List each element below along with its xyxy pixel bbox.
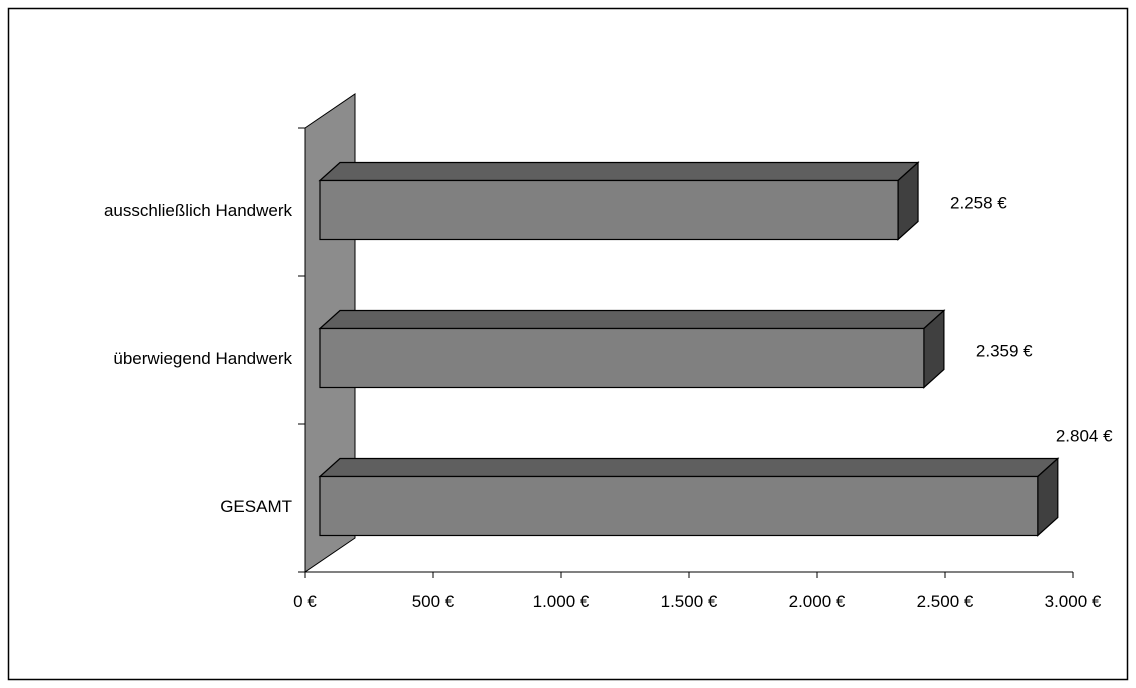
x-tick-label: 0 € [293,592,317,611]
bars [318,161,1060,537]
data-label: 2.804 € [1056,427,1113,446]
x-tick-label: 1.000 € [533,592,590,611]
x-tick-label: 1.500 € [661,592,718,611]
axes [298,127,1074,578]
category-label: überwiegend Handwerk [113,349,292,368]
bar [318,457,1060,537]
bar [318,309,946,389]
x-tick-label: 2.000 € [789,592,846,611]
bar-front-face [319,179,899,241]
category-label: GESAMT [220,497,292,516]
labels: 0 € 500 € 1.000 € 1.500 € 2.000 € 2.500 € 3.00… [104,194,1113,612]
data-label: 2.359 € [976,342,1033,361]
bar-front-face [319,327,925,389]
x-tick-label: 3.000 € [1045,592,1102,611]
category-label: ausschließlich Handwerk [104,201,293,220]
bar-top-face [318,457,1060,478]
x-tick-label: 500 € [412,592,455,611]
bar-top-face [318,161,920,182]
bar [318,161,920,241]
bar-top-face [318,309,946,330]
bar-front-face [319,475,1039,537]
data-label: 2.258 € [950,194,1007,213]
x-tick-label: 2.500 € [917,592,974,611]
